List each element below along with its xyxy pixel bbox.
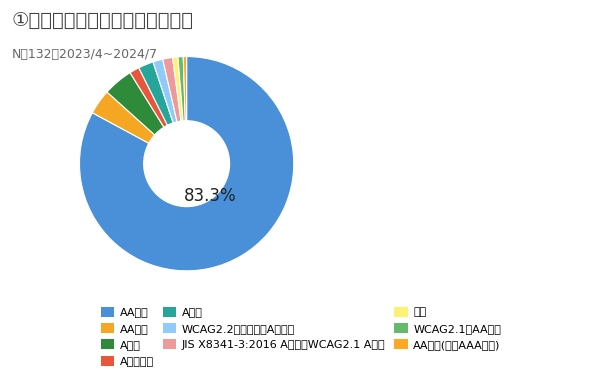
Wedge shape [130,68,187,164]
Wedge shape [163,57,187,164]
Text: N＝132　2023/4~2024/7: N＝132 2023/4~2024/7 [12,48,158,61]
Wedge shape [173,57,187,164]
Wedge shape [153,59,187,164]
Legend: AA準拠, AA配慮, A準拠, A一部準拠, A配慮, WCAG2.2適合レベルAに準拠, JIS X8341-3:2016 A準拠＆WCAG2.1 A準拠,: AA準拠, AA配慮, A準拠, A一部準拠, A配慮, WCAG2.2適合レベ… [101,307,501,366]
Text: 83.3%: 83.3% [184,187,237,205]
Wedge shape [183,57,187,164]
Wedge shape [92,92,187,164]
Wedge shape [79,57,294,271]
Wedge shape [107,73,187,164]
Wedge shape [139,62,187,164]
Wedge shape [178,57,187,164]
Text: ①目標とする適合レベルと対応度: ①目標とする適合レベルと対応度 [12,11,194,30]
Circle shape [144,121,229,206]
